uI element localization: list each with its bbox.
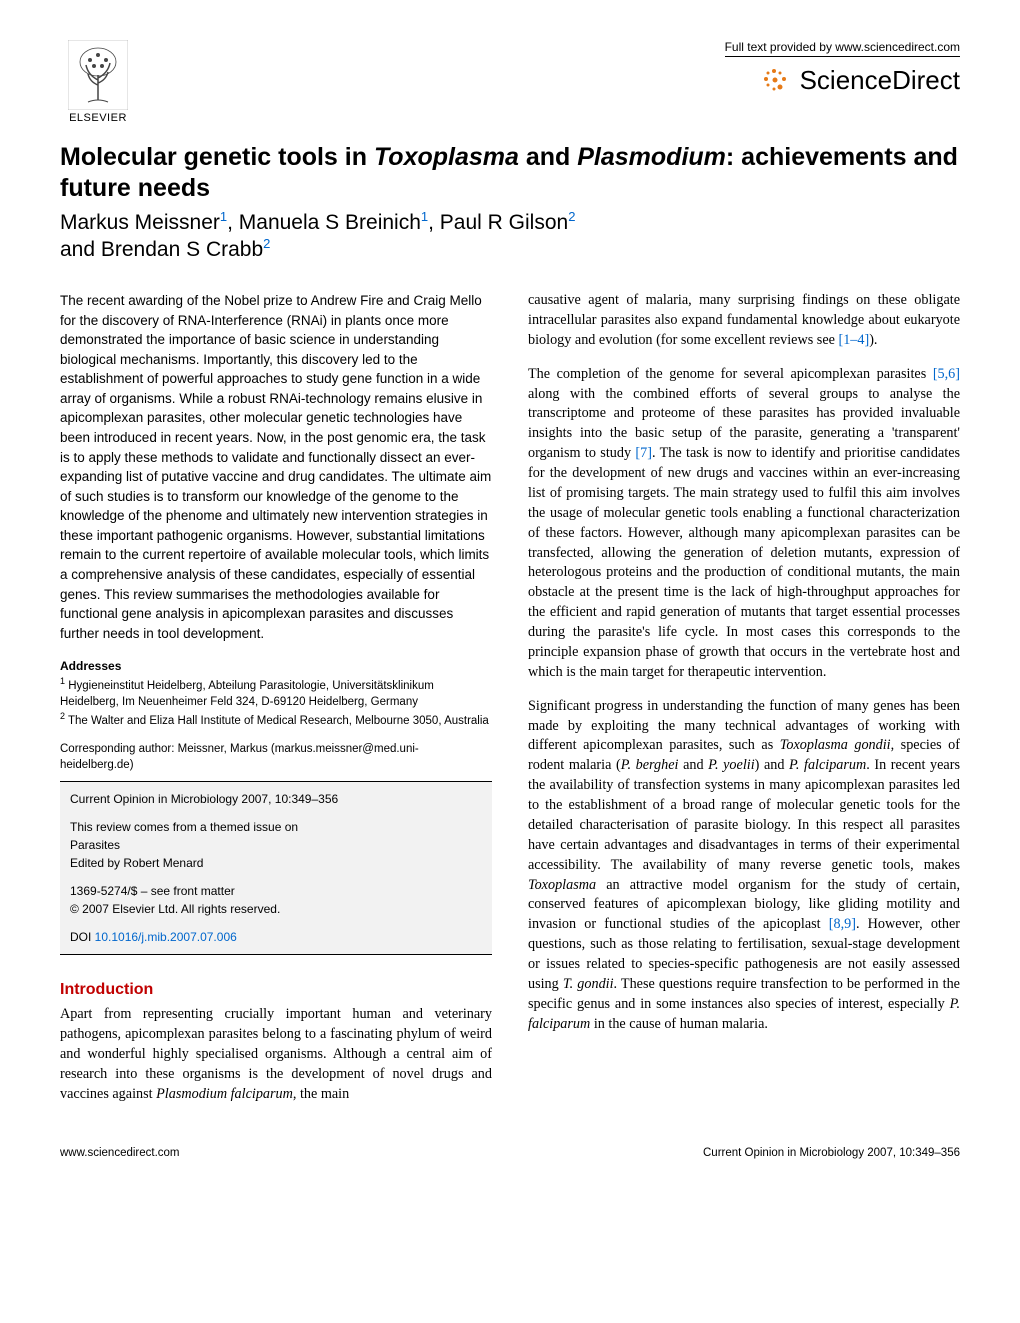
elsevier-label: ELSEVIER xyxy=(69,112,127,124)
rp3-i3: P. yoelii xyxy=(708,757,754,773)
rp2-ref2[interactable]: [7] xyxy=(635,445,652,461)
introduction-heading: Introduction xyxy=(60,981,492,999)
right-column: causative agent of malaria, many surpris… xyxy=(528,291,960,1119)
addresses-heading: Addresses xyxy=(60,659,492,673)
article-title: Molecular genetic tools in Toxoplasma an… xyxy=(60,142,960,205)
corresponding-author: Corresponding author: Meissner, Markus (… xyxy=(60,741,492,773)
author-list: Markus Meissner1, Manuela S Breinich1, P… xyxy=(60,209,960,264)
issn-line: 1369-5274/$ – see front matter xyxy=(70,882,482,900)
theme-block: This review comes from a themed issue on… xyxy=(70,818,482,872)
rp1-b: ). xyxy=(869,332,877,348)
affil-1-text: Hygieneinstitut Heidelberg, Abteilung Pa… xyxy=(60,680,434,708)
right-paragraph-3: Significant progress in understanding th… xyxy=(528,697,960,1035)
rp2-ref1[interactable]: [5,6] xyxy=(933,366,960,382)
rp3-ref[interactable]: [8,9] xyxy=(829,916,856,932)
theme-line-3: Edited by Robert Menard xyxy=(70,854,482,872)
elsevier-logo-block: ELSEVIER xyxy=(60,40,136,124)
sciencedirect-swirl-icon xyxy=(758,63,792,97)
author-3: Paul R Gilson xyxy=(440,211,568,234)
rp3-i5: Toxoplasma xyxy=(528,877,596,893)
left-column: The recent awarding of the Nobel prize t… xyxy=(60,291,492,1119)
title-text-pre: Molecular genetic tools in xyxy=(60,143,374,171)
copyright-line: © 2007 Elsevier Ltd. All rights reserved… xyxy=(70,900,482,918)
doi-block: DOI 10.1016/j.mib.2007.07.006 xyxy=(70,928,482,946)
journal-citation: Current Opinion in Microbiology 2007, 10… xyxy=(70,790,482,808)
rp3-i2: P. berghei xyxy=(621,757,679,773)
addresses-block: 1 Hygieneinstitut Heidelberg, Abteilung … xyxy=(60,675,492,729)
right-paragraph-2: The completion of the genome for several… xyxy=(528,365,960,683)
intro-p1-ital: Plasmodium falciparum xyxy=(156,1086,293,1102)
rp3-i1: Toxoplasma gondii xyxy=(780,737,891,753)
rp3-i4: P. falciparum xyxy=(789,757,866,773)
rp3-i6: T. gondii xyxy=(563,976,614,992)
footer-right: Current Opinion in Microbiology 2007, 10… xyxy=(703,1147,960,1159)
doi-link[interactable]: 10.1016/j.mib.2007.07.006 xyxy=(95,930,237,944)
publication-infobox: Current Opinion in Microbiology 2007, 10… xyxy=(60,781,492,955)
page-footer: www.sciencedirect.com Current Opinion in… xyxy=(60,1143,960,1159)
rp2-a: The completion of the genome for several… xyxy=(528,366,933,382)
theme-line-1: This review comes from a themed issue on xyxy=(70,818,482,836)
title-ital-plasmodium: Plasmodium xyxy=(577,143,726,171)
footer-left: www.sciencedirect.com xyxy=(60,1147,180,1159)
author-4-affil[interactable]: 2 xyxy=(263,236,270,251)
rp3-d: ) and xyxy=(755,757,789,773)
rp3-c: and xyxy=(678,757,708,773)
sciencedirect-block: Full text provided by www.sciencedirect.… xyxy=(725,40,960,97)
issn-block: 1369-5274/$ – see front matter © 2007 El… xyxy=(70,882,482,918)
intro-p1-b: , the main xyxy=(293,1086,349,1102)
rp2-c: . The task is now to identify and priori… xyxy=(528,445,960,680)
author-2: Manuela S Breinich xyxy=(239,211,421,234)
author-1-affil[interactable]: 1 xyxy=(220,209,227,224)
two-column-layout: The recent awarding of the Nobel prize t… xyxy=(60,291,960,1119)
corr-label: Corresponding author: xyxy=(60,743,174,755)
right-paragraph-1: causative agent of malaria, many surpris… xyxy=(528,291,960,351)
sciencedirect-name: ScienceDirect xyxy=(800,65,960,96)
rp3-e: . In recent years the availability of tr… xyxy=(528,757,960,872)
author-3-affil[interactable]: 2 xyxy=(568,209,575,224)
rp3-j: in the cause of human malaria. xyxy=(590,1016,768,1032)
author-1: Markus Meissner xyxy=(60,211,220,234)
title-ital-toxoplasma: Toxoplasma xyxy=(374,143,519,171)
title-text-mid: and xyxy=(519,143,577,171)
affil-2-text: The Walter and Eliza Hall Institute of M… xyxy=(65,715,489,727)
author-2-affil[interactable]: 1 xyxy=(421,209,428,224)
intro-paragraph-1: Apart from representing crucially import… xyxy=(60,1005,492,1104)
sciencedirect-logo-row: ScienceDirect xyxy=(725,63,960,97)
header: ELSEVIER Full text provided by www.scien… xyxy=(60,40,960,124)
page-container: ELSEVIER Full text provided by www.scien… xyxy=(0,0,1020,1189)
doi-label: DOI xyxy=(70,930,95,944)
elsevier-tree-icon xyxy=(68,40,128,110)
author-4: Brendan S Crabb xyxy=(101,238,263,261)
rp1-a: causative agent of malaria, many surpris… xyxy=(528,292,960,348)
abstract-text: The recent awarding of the Nobel prize t… xyxy=(60,291,492,643)
author-and: and xyxy=(60,238,101,261)
fulltext-provided-line: Full text provided by www.sciencedirect.… xyxy=(725,40,960,57)
rp1-ref[interactable]: [1–4] xyxy=(838,332,869,348)
theme-line-2: Parasites xyxy=(70,836,482,854)
